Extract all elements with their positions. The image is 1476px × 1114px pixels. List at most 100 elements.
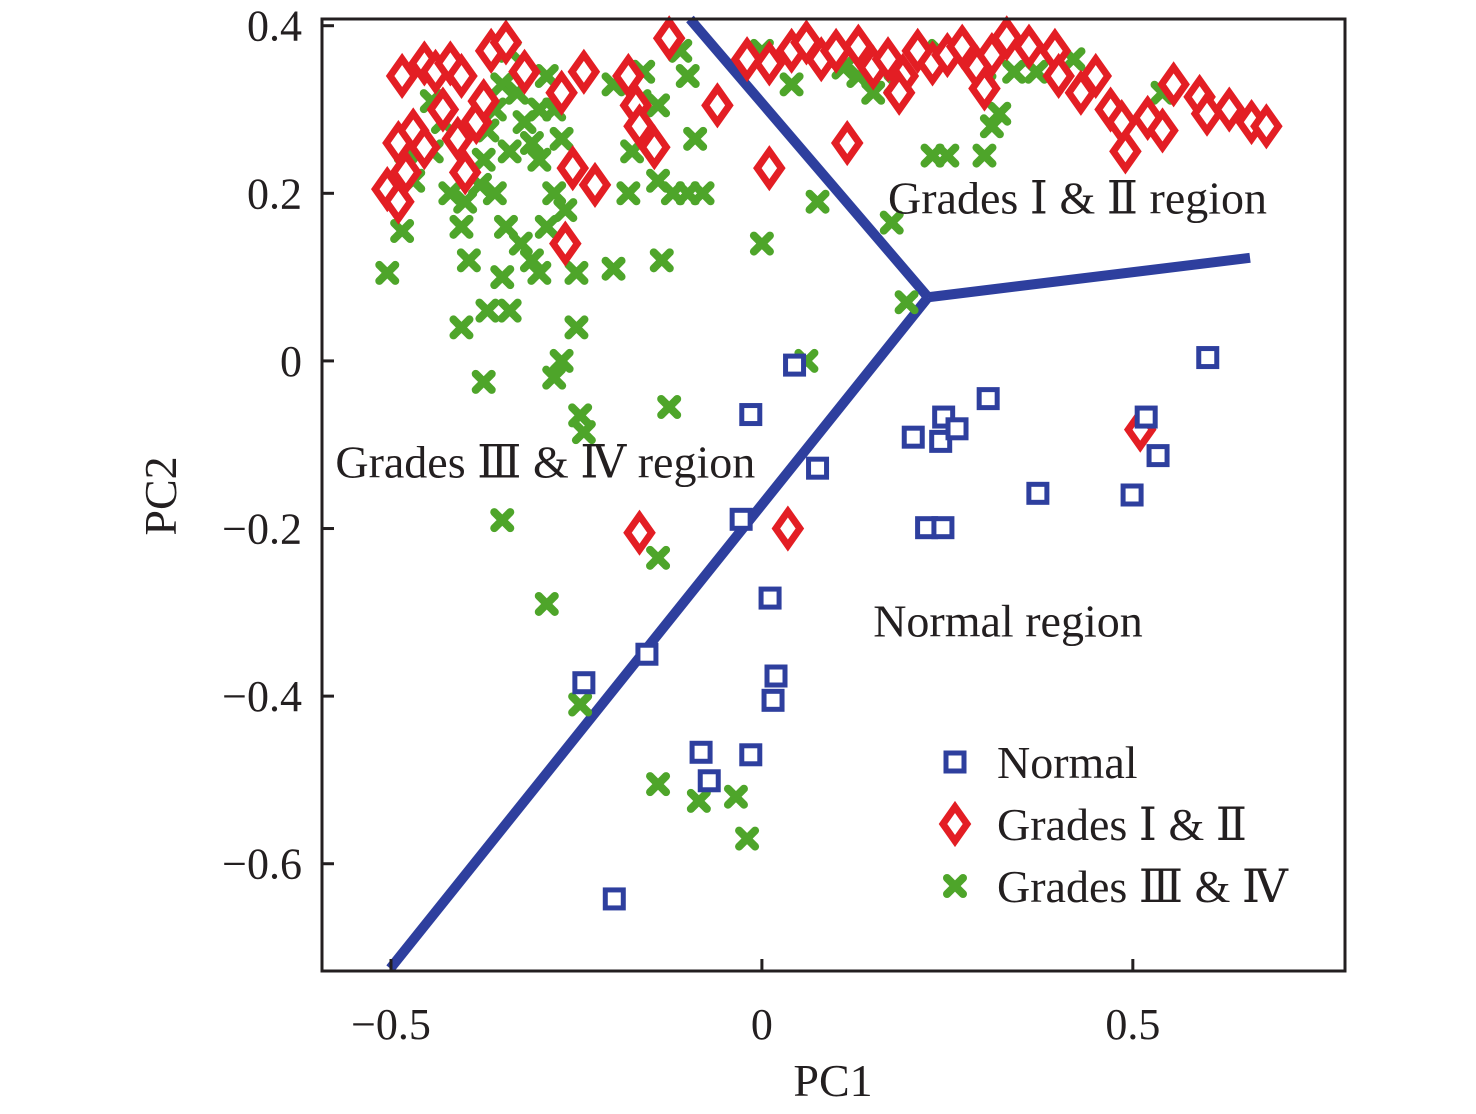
x-axis-title: PC1 (793, 1055, 872, 1106)
legend-cross-icon (943, 874, 967, 898)
cross-point (735, 826, 760, 851)
diamond-point (1157, 61, 1190, 108)
square-point (976, 387, 1000, 411)
cross-point (456, 248, 481, 273)
diamond-point (385, 52, 419, 100)
square-point (689, 740, 713, 764)
cross-point (690, 181, 715, 206)
y-tick-label: 0.4 (247, 2, 302, 51)
diamond-point (730, 36, 764, 83)
cross-point (497, 139, 522, 164)
square-point (1196, 346, 1220, 370)
cross-point (675, 63, 700, 88)
diamond-point (945, 23, 979, 70)
square-point (783, 353, 807, 377)
square-point (697, 769, 721, 793)
cross-point (534, 63, 559, 88)
diamond-point (623, 103, 656, 150)
legend-square-icon (943, 750, 967, 774)
cross-point (646, 545, 671, 570)
cross-point (471, 147, 496, 172)
square-point (806, 456, 830, 480)
square-point (739, 403, 763, 427)
region-label-grades-1-2: Grades Ⅰ & Ⅱ region (888, 173, 1267, 224)
square-point (1134, 405, 1158, 429)
legend: Normal Grades Ⅰ & Ⅱ Grades Ⅲ & Ⅳ (938, 737, 1289, 912)
cross-point (987, 101, 1012, 126)
axis-ticks: −0.5 0 0.5 0.4 0.2 0 −0.2 −0.4 −0.6 (222, 2, 1160, 1049)
cross-point (686, 788, 711, 813)
cross-point (438, 181, 463, 206)
diamond-point (445, 52, 478, 100)
diamond-point (426, 86, 460, 133)
cross-point (471, 369, 496, 394)
square-point (635, 642, 659, 666)
cross-point (649, 248, 674, 273)
cross-point (490, 265, 515, 290)
cross-point (646, 93, 671, 118)
cross-point (616, 181, 641, 206)
diamond-point (567, 48, 601, 95)
cross-point (449, 315, 474, 340)
diamond-point (623, 509, 656, 556)
cross-point (861, 80, 886, 105)
x-tick-label: 0.5 (1105, 1000, 1160, 1049)
y-tick-label: 0.2 (247, 169, 302, 218)
cross-point (805, 189, 830, 214)
diamond-point (448, 149, 482, 196)
square-point (761, 688, 785, 712)
cross-point (542, 181, 567, 206)
region-labels: Grades Ⅰ & Ⅱ region Grades Ⅲ & Ⅳ region … (335, 173, 1267, 647)
square-point (572, 671, 596, 695)
cross-point (749, 231, 774, 256)
diamond-point (1079, 52, 1113, 100)
square-point (764, 664, 788, 688)
diamond-point (467, 78, 501, 125)
cross-point (571, 420, 596, 445)
diamond-point (408, 124, 441, 171)
cross-point (683, 126, 708, 151)
legend-item-grades-3-4: Grades Ⅲ & Ⅳ (943, 861, 1289, 912)
y-tick-label: −0.6 (222, 840, 302, 889)
square-point (945, 417, 969, 441)
diamond-point (1042, 52, 1075, 100)
square-point (1120, 483, 1144, 507)
cross-point (564, 260, 589, 285)
cross-point (564, 315, 589, 340)
square-point (602, 887, 626, 911)
cross-point (497, 298, 522, 323)
cross-point (508, 231, 533, 256)
cross-point (542, 365, 567, 390)
cross-point (1002, 59, 1027, 84)
diamond-point (882, 69, 916, 116)
data-points (370, 15, 1283, 911)
cross-point (568, 692, 593, 717)
square-point (1026, 481, 1050, 505)
region-label-grades-3-4: Grades Ⅲ & Ⅳ region (335, 436, 755, 487)
square-point (929, 429, 953, 453)
diamond-point (968, 65, 1001, 112)
cross-point (972, 143, 997, 168)
cross-point (527, 260, 552, 285)
boundary-branch-1 (927, 252, 1251, 303)
diamond-point (1012, 23, 1046, 70)
diamond-point (638, 124, 671, 171)
cross-point (534, 591, 559, 616)
y-axis-title: PC2 (135, 456, 186, 535)
cross-point (779, 72, 804, 97)
cross-point (657, 395, 682, 420)
diamond-point (508, 48, 541, 95)
diamond-point (830, 119, 864, 167)
cross-point (519, 131, 544, 156)
series-square (572, 346, 1220, 911)
diamond-point (1212, 86, 1246, 133)
cross-point (549, 126, 574, 151)
legend-label-grades-3-4: Grades Ⅲ & Ⅳ (997, 861, 1289, 912)
square-point (729, 507, 753, 531)
y-tick-label: −0.4 (222, 672, 302, 721)
square-point (739, 743, 763, 767)
cross-point (482, 181, 507, 206)
diamond-point (1146, 107, 1179, 154)
diamond-point (1131, 94, 1164, 141)
